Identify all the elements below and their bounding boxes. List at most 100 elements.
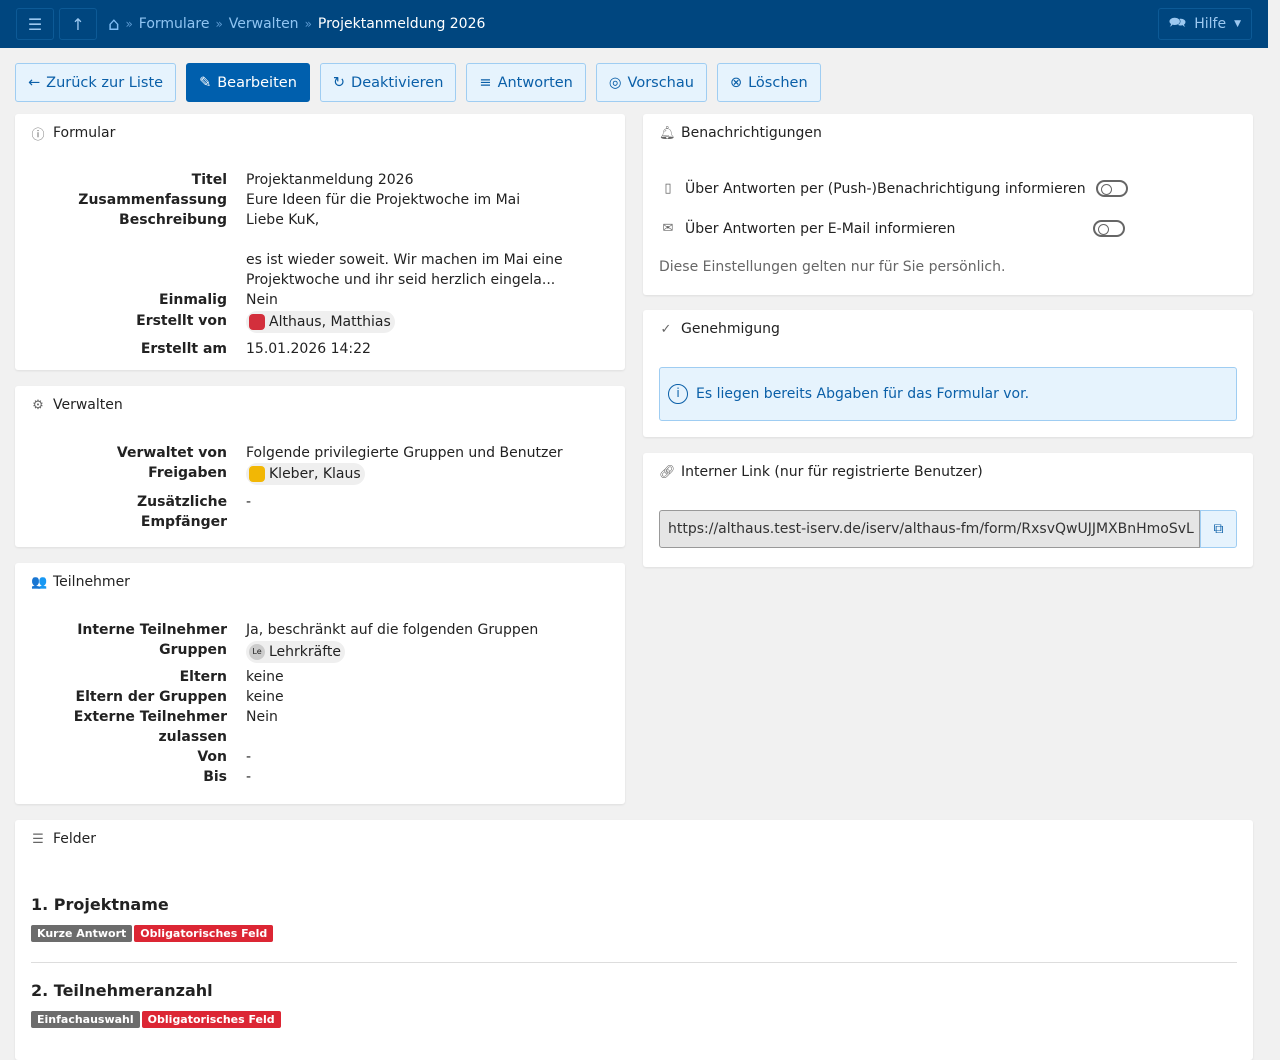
field-item: 2. Teilnehmeranzahl Einfachauswahl Obliga… [31, 981, 1237, 1028]
close-circle-icon: ⊗ [729, 74, 743, 91]
deactivate-label: Deaktivieren [351, 74, 444, 91]
mail-toggle[interactable] [1093, 220, 1125, 237]
card-title: Verwalten [53, 397, 123, 413]
label-from: Von [197, 749, 227, 765]
value-einmalig: Nein [246, 292, 278, 308]
value-description: Liebe KuK, es ist wieder soweit. Wir mach… [246, 212, 563, 288]
value-internal: Ja, beschränkt auf die folgenden Gruppen [246, 622, 539, 638]
approval-card: ✓ Genehmigung i Es liegen bereits Abgaben … [643, 310, 1253, 437]
edit-label: Bearbeiten [217, 74, 297, 91]
breadcrumb-formulare[interactable]: Formulare [138, 16, 210, 32]
value-to: - [246, 769, 252, 785]
avatar [249, 466, 265, 482]
value-managed-by: Folgende privilegierte Gruppen und Benut… [246, 445, 563, 461]
help-button[interactable]: 🗪 Hilfe ▼ [1157, 8, 1252, 40]
up-button[interactable]: ↑ [59, 8, 97, 40]
user-chip[interactable]: Kleber, Klaus [246, 463, 365, 485]
gear-icon: ⚙ [32, 397, 44, 413]
delete-label: Löschen [748, 74, 808, 91]
value-summary: Eure Ideen für die Projektwoche im Mai [246, 192, 521, 208]
label-internal: Interne Teilnehmer [77, 622, 227, 638]
value-titel: Projektanmeldung 2026 [246, 172, 414, 188]
hamburger-icon: ☰ [27, 14, 43, 34]
required-badge: Obligatorisches Feld [141, 1011, 281, 1028]
info-icon: i [668, 384, 688, 404]
label-summary: Zusammenfassung [78, 192, 227, 208]
back-button[interactable]: ← Zurück zur Liste [15, 63, 177, 102]
group-chip[interactable]: Le Lehrkräfte [246, 641, 346, 663]
label-external: Externe Teilnehmer zulassen [73, 709, 227, 745]
label-groups: Gruppen [159, 642, 227, 658]
value-created-at: 15.01.2026 14:22 [246, 341, 371, 357]
breadcrumb-current: Projektanmeldung 2026 [317, 16, 486, 32]
separator: » [125, 17, 133, 31]
avatar: Le [249, 644, 265, 660]
label-shares: Freigaben [148, 465, 227, 481]
push-label: Über Antworten per (Push-)Benachrichtigu… [685, 180, 1086, 197]
card-title: Formular [53, 125, 116, 141]
breadcrumb-verwalten[interactable]: Verwalten [228, 16, 299, 32]
deactivate-button[interactable]: ↻ Deaktivieren [319, 63, 457, 102]
label-to: Bis [203, 769, 227, 785]
list-icon: ☰ [32, 831, 44, 847]
user-chip[interactable]: Althaus, Matthias [246, 311, 395, 333]
copy-button[interactable]: ⧉ [1200, 510, 1237, 548]
preview-label: Vorschau [627, 74, 694, 91]
card-title: Teilnehmer [53, 574, 130, 590]
field-name: 1. Projektname [31, 895, 169, 914]
copy-icon: ⧉ [1213, 521, 1224, 537]
edit-button[interactable]: ✎ Bearbeiten [186, 63, 310, 102]
type-badge: Einfachauswahl [31, 1011, 140, 1028]
link-input[interactable]: https://althaus.test-iserv.de/iserv/alth… [659, 510, 1200, 548]
info-alert: i Es liegen bereits Abgaben für das Formu… [659, 367, 1237, 421]
formular-card: ⓘ Formular Titel Projektanmeldung 2026 Zus… [15, 114, 625, 370]
label-einmalig: Einmalig [159, 292, 227, 308]
link-card: 🔗︎ Interner Link (nur für registrierte Be… [643, 453, 1253, 567]
eye-icon: ◎ [608, 74, 622, 91]
card-title: Felder [53, 831, 97, 847]
breadcrumb: ⌂ » Formulare » Verwalten » Projektanmel… [108, 14, 485, 35]
help-label: Hilfe [1194, 16, 1227, 32]
mail-label: Über Antworten per E-Mail informieren [685, 220, 956, 237]
label-titel: Titel [191, 172, 227, 188]
value-from: - [246, 749, 252, 765]
label-parents: Eltern [179, 669, 227, 685]
card-title: Benachrichtigungen [681, 125, 822, 141]
card-title: Interner Link (nur für registrierte Benu… [681, 464, 983, 480]
edit-icon: ✎ [199, 74, 212, 91]
field-item: 1. Projektname Kurze Antwort Obligatorisc… [31, 895, 1237, 942]
delete-button[interactable]: ⊗ Löschen [716, 63, 821, 102]
preview-button[interactable]: ◎ Vorschau [595, 63, 707, 102]
value-group-parents: keine [246, 689, 284, 705]
value-parents: keine [246, 669, 284, 685]
list-icon: ≡ [479, 74, 492, 91]
separator: » [304, 17, 312, 31]
notifications-card: 🔔︎ Benachrichtigungen ▯ Über Antworten per… [643, 114, 1253, 295]
card-title: Genehmigung [681, 321, 780, 337]
phone-icon: ▯ [664, 181, 672, 196]
label-group-parents: Eltern der Gruppen [75, 689, 227, 705]
answers-label: Antworten [497, 74, 573, 91]
arrow-left-icon: ← [28, 74, 41, 91]
mail-icon: ✉ [662, 221, 674, 236]
required-badge: Obligatorisches Feld [134, 925, 274, 942]
check-circle-icon: ✓ [660, 321, 672, 337]
link-icon: 🔗︎ [659, 464, 676, 480]
notification-note: Diese Einstellungen gelten nur für Sie p… [659, 259, 1006, 275]
value-external: Nein [246, 709, 278, 725]
info-icon: ⓘ [31, 127, 45, 143]
arrow-up-icon: ↑ [71, 14, 85, 34]
field-name: 2. Teilnehmeranzahl [31, 981, 213, 1000]
menu-button[interactable]: ☰ [16, 8, 54, 40]
avatar [249, 314, 265, 330]
home-icon[interactable]: ⌂ [108, 13, 120, 35]
label-created-by: Erstellt von [136, 313, 227, 329]
back-label: Zurück zur Liste [46, 74, 164, 91]
label-managed-by: Verwaltet von [116, 445, 227, 461]
value-recipients: - [246, 494, 252, 510]
caret-down-icon: ▼ [1234, 19, 1241, 29]
type-badge: Kurze Antwort [31, 925, 133, 942]
answers-button[interactable]: ≡ Antworten [466, 63, 586, 102]
push-toggle[interactable] [1095, 180, 1128, 197]
separator: » [215, 17, 223, 31]
